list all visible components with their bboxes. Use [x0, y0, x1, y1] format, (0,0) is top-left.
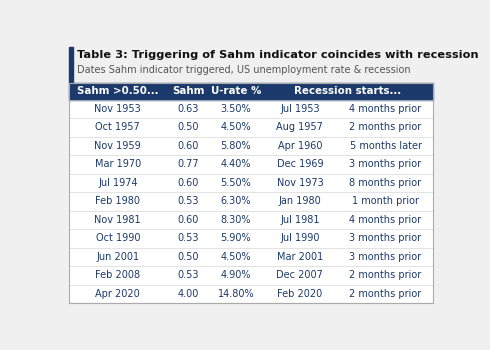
Text: 0.60: 0.60 [177, 141, 199, 151]
Text: Dec 2007: Dec 2007 [276, 270, 323, 280]
Text: Mar 2001: Mar 2001 [277, 252, 323, 262]
Text: Jul 1974: Jul 1974 [98, 178, 138, 188]
Text: 4.90%: 4.90% [220, 270, 251, 280]
Text: Sahm: Sahm [172, 86, 204, 96]
Text: Nov 1973: Nov 1973 [276, 178, 323, 188]
Bar [69, 155, 433, 174]
Text: Table 3: Triggering of Sahm indicator coincides with recession: Table 3: Triggering of Sahm indicator co… [77, 50, 478, 60]
Bar [69, 229, 433, 247]
Text: 4.50%: 4.50% [220, 122, 251, 132]
Text: 1 month prior: 1 month prior [352, 196, 419, 206]
Text: 14.80%: 14.80% [218, 289, 254, 299]
Text: 5.50%: 5.50% [220, 178, 251, 188]
Text: 0.53: 0.53 [177, 196, 199, 206]
Text: Apr 2020: Apr 2020 [96, 289, 140, 299]
Text: U-rate %: U-rate % [211, 86, 261, 96]
Text: 8.30%: 8.30% [220, 215, 251, 225]
Text: 0.77: 0.77 [177, 160, 199, 169]
Text: 6.30%: 6.30% [220, 196, 251, 206]
Text: Jan 1980: Jan 1980 [278, 196, 321, 206]
Text: 4 months prior: 4 months prior [349, 215, 421, 225]
Bar [69, 83, 433, 303]
Text: Aug 1957: Aug 1957 [276, 122, 323, 132]
Text: 2 months prior: 2 months prior [349, 289, 422, 299]
Bar [69, 211, 433, 229]
Bar [69, 118, 433, 137]
Bar [69, 100, 433, 118]
Text: Jul 1953: Jul 1953 [280, 104, 319, 114]
Bar [69, 137, 433, 155]
Text: 4.40%: 4.40% [220, 160, 251, 169]
Text: 0.53: 0.53 [177, 233, 199, 243]
Text: 3 months prior: 3 months prior [349, 233, 421, 243]
Bar [69, 83, 433, 303]
Text: 3 months prior: 3 months prior [349, 160, 421, 169]
Text: Dec 1969: Dec 1969 [276, 160, 323, 169]
Text: 8 months prior: 8 months prior [349, 178, 421, 188]
Text: 2 months prior: 2 months prior [349, 270, 422, 280]
Text: Recession starts...: Recession starts... [294, 86, 401, 96]
Bar [69, 266, 433, 285]
Text: Nov 1981: Nov 1981 [95, 215, 141, 225]
Text: 3 months prior: 3 months prior [349, 252, 421, 262]
Text: Jun 2001: Jun 2001 [96, 252, 139, 262]
Text: Feb 2020: Feb 2020 [277, 289, 322, 299]
Text: Feb 2008: Feb 2008 [95, 270, 140, 280]
Text: 0.53: 0.53 [177, 270, 199, 280]
Text: Oct 1990: Oct 1990 [96, 233, 140, 243]
Text: Dates Sahm indicator triggered, US unemployment rate & recession: Dates Sahm indicator triggered, US unemp… [77, 65, 410, 75]
Text: Sahm >0.50...: Sahm >0.50... [77, 86, 159, 96]
Text: 0.60: 0.60 [177, 178, 199, 188]
Bar [69, 192, 433, 211]
Text: 0.50: 0.50 [177, 122, 199, 132]
Text: 0.50: 0.50 [177, 252, 199, 262]
Text: Oct 1957: Oct 1957 [96, 122, 140, 132]
Text: 3.50%: 3.50% [220, 104, 251, 114]
Text: 0.60: 0.60 [177, 215, 199, 225]
Text: 5 months later: 5 months later [349, 141, 421, 151]
Text: Jul 1990: Jul 1990 [280, 233, 319, 243]
Text: Apr 1960: Apr 1960 [278, 141, 322, 151]
Bar [69, 174, 433, 192]
Text: 2 months prior: 2 months prior [349, 122, 422, 132]
Text: Nov 1953: Nov 1953 [95, 104, 141, 114]
Text: 4.00: 4.00 [177, 289, 199, 299]
Bar [69, 83, 433, 100]
Text: 5.90%: 5.90% [220, 233, 251, 243]
Text: Mar 1970: Mar 1970 [95, 160, 141, 169]
Text: 5.80%: 5.80% [220, 141, 251, 151]
Bar [69, 285, 433, 303]
Bar [69, 247, 433, 266]
Bar [69, 47, 73, 83]
Text: Nov 1959: Nov 1959 [95, 141, 141, 151]
Text: 4.50%: 4.50% [220, 252, 251, 262]
Text: Feb 1980: Feb 1980 [95, 196, 140, 206]
Text: 0.63: 0.63 [177, 104, 199, 114]
Text: Jul 1981: Jul 1981 [280, 215, 319, 225]
Text: 4 months prior: 4 months prior [349, 104, 421, 114]
